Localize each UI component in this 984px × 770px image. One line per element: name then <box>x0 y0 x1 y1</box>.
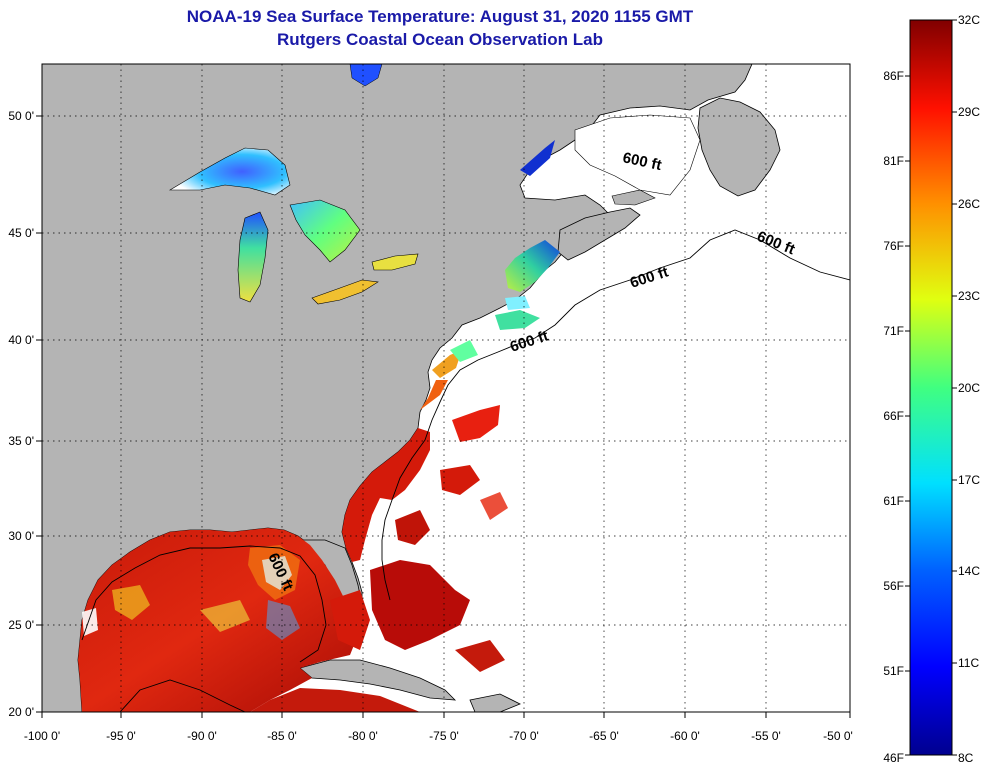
lake-ontario <box>371 253 419 271</box>
lat-tick-label: 25 0' <box>8 618 34 632</box>
lake-superior <box>168 147 291 196</box>
lat-tick-label: 30 0' <box>8 529 34 543</box>
colorbar-fahrenheit-label: 66F <box>883 409 904 423</box>
lon-tick-label: -50 0' <box>823 729 853 743</box>
temperature-colorbar <box>909 19 953 756</box>
isobath-600ft <box>381 229 850 601</box>
gulf-stream-eddy <box>452 405 500 442</box>
lat-tick-label: 50 0' <box>8 109 34 123</box>
colorbar-celsius-label: 23C <box>958 289 980 303</box>
colorbar-fahrenheit-label: 86F <box>883 69 904 83</box>
lon-tick-label: -70 0' <box>509 729 539 743</box>
lon-tick-label: -85 0' <box>267 729 297 743</box>
colorbar-fahrenheit-label: 71F <box>883 324 904 338</box>
lon-tick-label: -65 0' <box>589 729 619 743</box>
atlantic-coastal-sst <box>342 428 430 562</box>
colorbar-celsius-label: 32C <box>958 13 980 27</box>
lon-tick-label: -60 0' <box>670 729 700 743</box>
lon-tick-label: -100 0' <box>24 729 60 743</box>
colorbar-celsius-label: 26C <box>958 197 980 211</box>
colorbar-fahrenheit-label: 76F <box>883 239 904 253</box>
colorbar-celsius-label: 11C <box>958 656 979 670</box>
map-subtitle: Rutgers Coastal Ocean Observation Lab <box>277 30 603 49</box>
lon-tick-label: -90 0' <box>187 729 217 743</box>
lat-tick-label: 35 0' <box>8 434 34 448</box>
lake-huron <box>289 199 361 263</box>
colorbar-celsius-label: 29C <box>958 105 980 119</box>
lake-erie <box>311 279 379 305</box>
plot-frame <box>41 63 851 713</box>
colorbar-fahrenheit-label: 56F <box>883 579 904 593</box>
colorbar-fahrenheit-label: 61F <box>883 494 904 508</box>
colorbar-celsius-label: 20C <box>958 381 980 395</box>
graticule <box>42 64 850 712</box>
colorbar-fahrenheit-label: 46F <box>883 751 904 765</box>
colorbar-fahrenheit-label: 81F <box>883 154 904 168</box>
colorbar-celsius-label: 8C <box>958 751 974 765</box>
map-title: NOAA-19 Sea Surface Temperature: August … <box>186 7 694 26</box>
land-newfoundland <box>697 97 781 197</box>
lat-tick-label: 40 0' <box>8 333 34 347</box>
lat-tick-label: 20 0' <box>8 705 34 719</box>
land-cuba <box>299 659 457 701</box>
lat-tick-label: 45 0' <box>8 226 34 240</box>
lake-michigan <box>237 211 269 303</box>
gulf-of-maine-sst <box>505 240 560 292</box>
lon-tick-label: -55 0' <box>751 729 781 743</box>
land-nova-scotia <box>557 207 641 261</box>
colorbar-fahrenheit-label: 51F <box>883 664 904 678</box>
lon-tick-label: -75 0' <box>429 729 459 743</box>
colorbar-celsius-label: 17C <box>958 473 980 487</box>
colorbar-celsius-label: 14C <box>958 564 980 578</box>
lon-tick-label: -80 0' <box>348 729 378 743</box>
lon-tick-label: -95 0' <box>106 729 136 743</box>
